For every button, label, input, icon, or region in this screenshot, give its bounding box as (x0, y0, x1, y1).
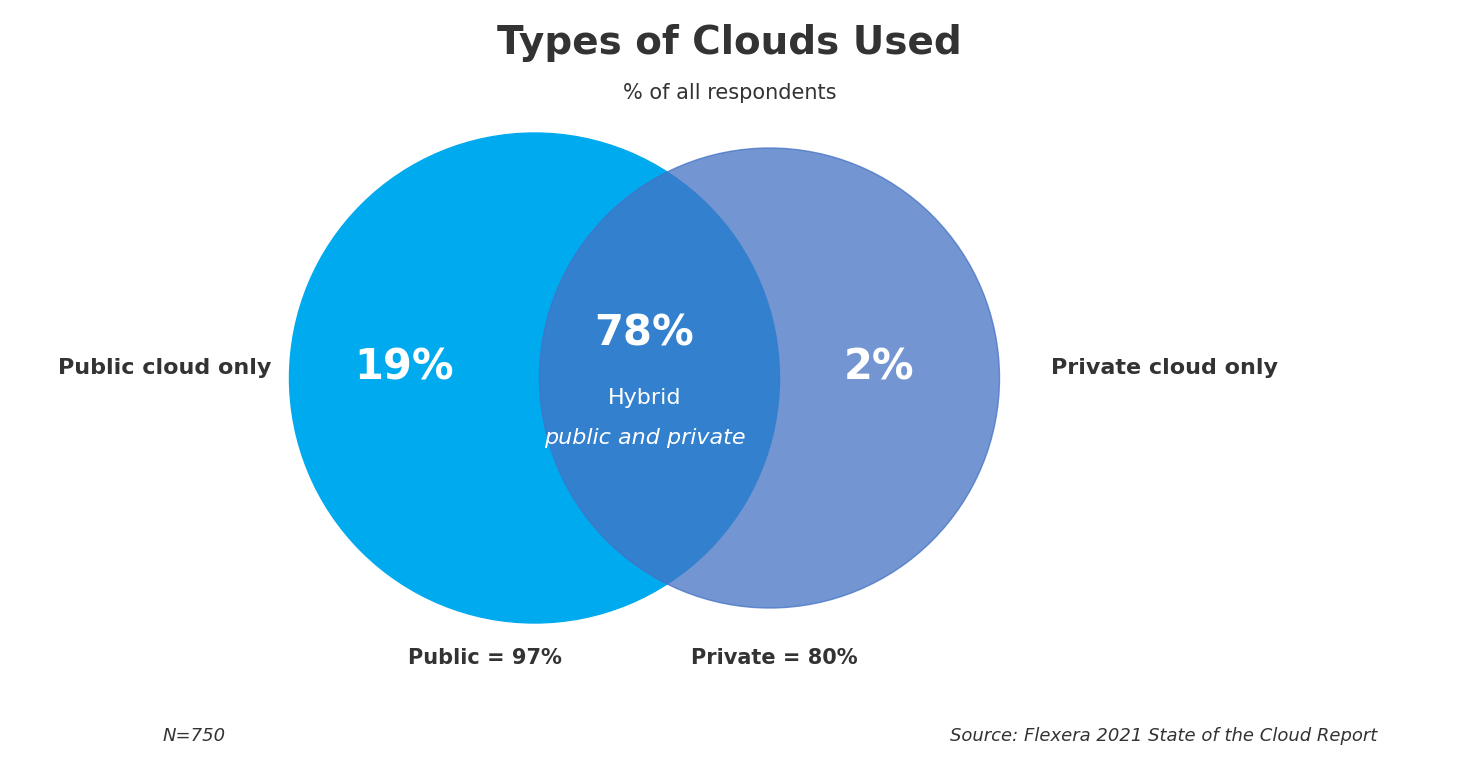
Text: Private cloud only: Private cloud only (1050, 358, 1278, 378)
Circle shape (289, 133, 779, 623)
Text: Private = 80%: Private = 80% (692, 648, 858, 668)
Text: public and private: public and private (544, 428, 746, 448)
Text: Hybrid: Hybrid (608, 388, 681, 408)
Text: Types of Clouds Used: Types of Clouds Used (498, 24, 961, 62)
Text: N=750: N=750 (162, 727, 226, 745)
Text: Source: Flexera 2021 State of the Cloud Report: Source: Flexera 2021 State of the Cloud … (950, 727, 1377, 745)
Circle shape (540, 148, 999, 608)
Text: Public = 97%: Public = 97% (407, 648, 562, 668)
Text: Public cloud only: Public cloud only (58, 358, 271, 378)
Text: 78%: 78% (595, 312, 694, 354)
Text: 2%: 2% (845, 347, 915, 389)
Text: % of all respondents: % of all respondents (623, 83, 836, 103)
Text: 19%: 19% (355, 347, 454, 389)
